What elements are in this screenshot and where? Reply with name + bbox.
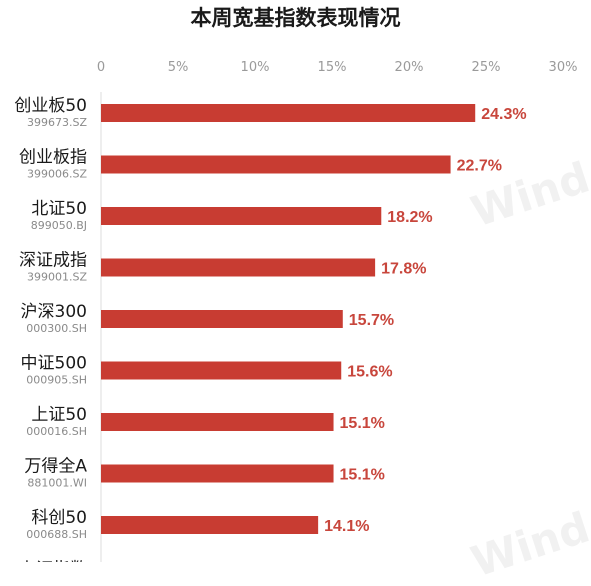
data-label: 22.7% (457, 158, 502, 175)
data-label: 15.1% (340, 415, 385, 432)
chart-title: 本周宽基指数表现情况 (190, 6, 401, 30)
category-name: 科创50 (31, 508, 87, 528)
data-label: 24.3% (481, 106, 526, 123)
x-tick-label: 5% (168, 60, 189, 75)
category-code: 000016.SH (26, 425, 87, 438)
category-code: 000300.SH (26, 322, 87, 335)
bar (101, 104, 476, 122)
bar (101, 516, 319, 534)
data-label: 15.6% (347, 364, 392, 381)
category-name: 上证指数 (19, 560, 87, 563)
x-tick-label: 30% (549, 60, 578, 75)
category-code: 399673.SZ (27, 116, 87, 129)
category-code: 399006.SZ (27, 168, 87, 181)
x-tick-label: 25% (472, 60, 501, 75)
bar (101, 310, 343, 328)
category-name: 创业板指 (19, 148, 87, 168)
category-name: 北证50 (31, 199, 87, 219)
x-tick-label: 15% (318, 60, 347, 75)
category-name: 沪深300 (21, 302, 87, 322)
category-name: 万得全A (24, 457, 87, 477)
category-code: 000905.SH (26, 374, 87, 387)
bar (101, 155, 451, 174)
data-label: 15.7% (349, 312, 394, 329)
category-name: 上证50 (31, 405, 87, 425)
bar (101, 361, 342, 380)
category-code: 899050.BJ (31, 219, 87, 232)
x-tick-label: 10% (241, 60, 270, 75)
category-code: 399001.SZ (27, 271, 87, 284)
data-label: 18.2% (387, 209, 432, 226)
x-tick-label: 20% (395, 60, 424, 75)
category-code: 881001.WI (27, 477, 87, 490)
category-name: 创业板50 (14, 96, 87, 116)
bar (101, 207, 382, 225)
bar (101, 413, 334, 431)
data-label: 14.1% (324, 518, 369, 535)
category-code: 000688.SH (26, 528, 87, 541)
category-name: 深证成指 (19, 251, 87, 271)
bar (101, 464, 334, 483)
data-label: 17.8% (381, 261, 426, 278)
category-name: 中证500 (21, 354, 87, 374)
x-tick-label: 0 (97, 60, 105, 75)
data-label: 15.1% (340, 467, 385, 484)
bar (101, 258, 376, 277)
